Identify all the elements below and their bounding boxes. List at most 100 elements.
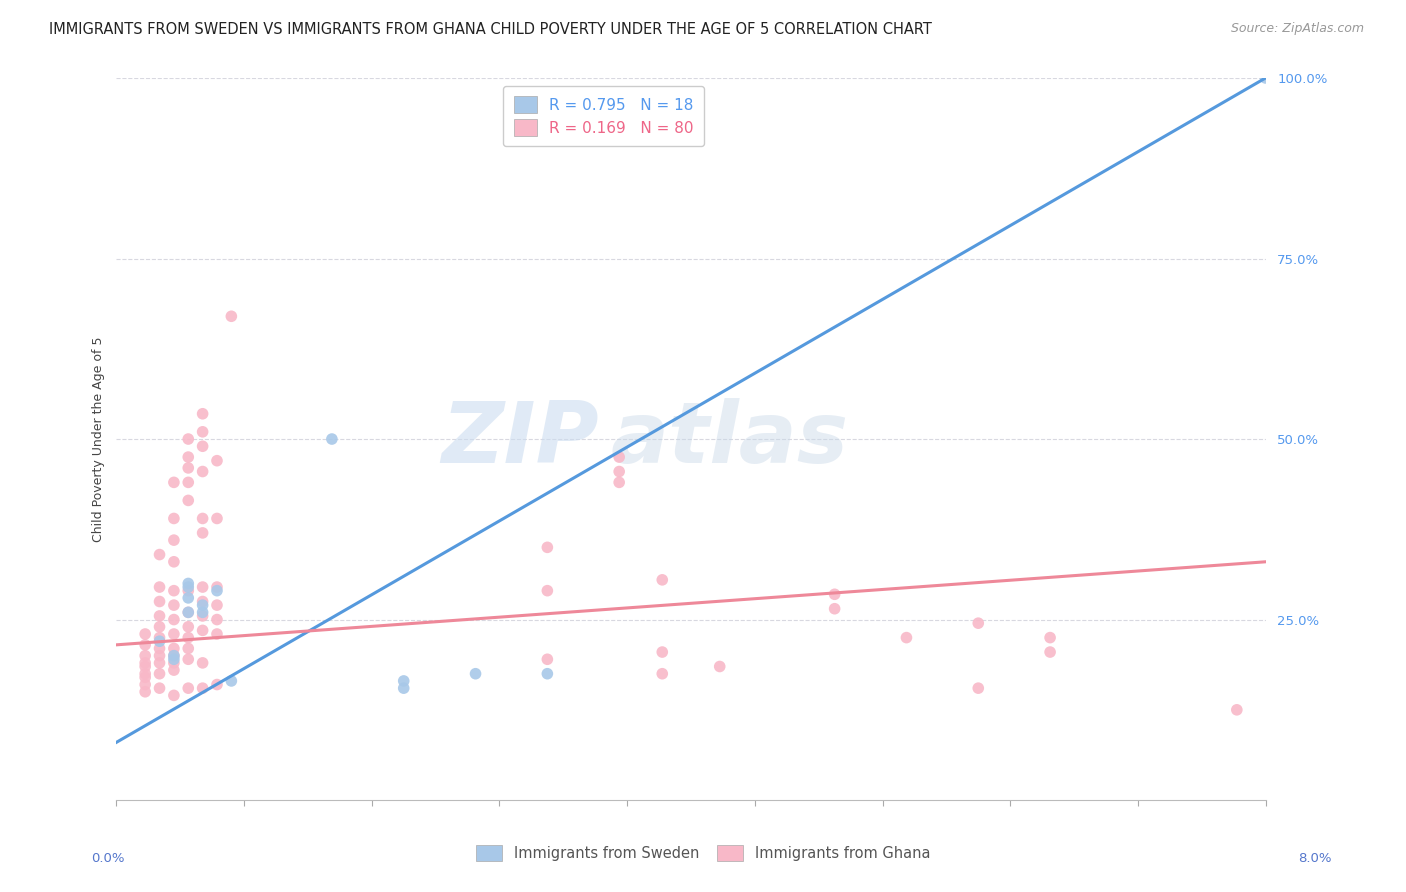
Point	[177, 493, 200, 508]
Point	[191, 681, 214, 695]
Point	[191, 525, 214, 540]
Point	[607, 450, 630, 464]
Point	[177, 641, 200, 656]
Text: Source: ZipAtlas.com: Source: ZipAtlas.com	[1230, 22, 1364, 36]
Point	[205, 583, 228, 598]
Point	[191, 594, 214, 608]
Point	[191, 425, 214, 439]
Point	[205, 453, 228, 467]
Point	[191, 439, 214, 453]
Point	[163, 511, 186, 525]
Point	[177, 432, 200, 446]
Point	[148, 620, 170, 634]
Point	[148, 631, 170, 645]
Point	[163, 583, 186, 598]
Point	[163, 641, 186, 656]
Point	[191, 598, 214, 612]
Point	[651, 645, 673, 659]
Point	[896, 631, 918, 645]
Point	[824, 587, 846, 601]
Point	[163, 648, 186, 663]
Point	[205, 613, 228, 627]
Point	[163, 555, 186, 569]
Point	[536, 583, 558, 598]
Point	[191, 580, 214, 594]
Point	[148, 648, 170, 663]
Point	[134, 656, 156, 670]
Point	[1254, 70, 1277, 85]
Point	[163, 689, 186, 703]
Point	[321, 432, 343, 446]
Y-axis label: Child Poverty Under the Age of 5: Child Poverty Under the Age of 5	[93, 336, 105, 541]
Point	[177, 652, 200, 666]
Point	[134, 666, 156, 681]
Text: 0.0%: 0.0%	[91, 852, 125, 865]
Point	[221, 310, 243, 324]
Point	[967, 616, 990, 631]
Point	[221, 673, 243, 688]
Point	[177, 475, 200, 490]
Point	[134, 670, 156, 684]
Point	[163, 533, 186, 548]
Point	[163, 475, 186, 490]
Point	[148, 609, 170, 624]
Point	[163, 652, 186, 666]
Point	[1326, 70, 1348, 85]
Point	[177, 631, 200, 645]
Point	[205, 580, 228, 594]
Point	[651, 573, 673, 587]
Point	[177, 681, 200, 695]
Point	[191, 656, 214, 670]
Point	[163, 613, 186, 627]
Point	[205, 627, 228, 641]
Point	[205, 511, 228, 525]
Point	[536, 666, 558, 681]
Point	[148, 656, 170, 670]
Point	[163, 656, 186, 670]
Point	[191, 624, 214, 638]
Point	[163, 627, 186, 641]
Point	[148, 641, 170, 656]
Point	[177, 450, 200, 464]
Legend: Immigrants from Sweden, Immigrants from Ghana: Immigrants from Sweden, Immigrants from …	[470, 839, 936, 867]
Point	[191, 605, 214, 619]
Text: IMMIGRANTS FROM SWEDEN VS IMMIGRANTS FROM GHANA CHILD POVERTY UNDER THE AGE OF 5: IMMIGRANTS FROM SWEDEN VS IMMIGRANTS FRO…	[49, 22, 932, 37]
Point	[824, 601, 846, 615]
Point	[607, 475, 630, 490]
Point	[177, 580, 200, 594]
Point	[148, 594, 170, 608]
Point	[148, 681, 170, 695]
Point	[651, 666, 673, 681]
Point	[177, 605, 200, 619]
Point	[1039, 645, 1062, 659]
Point	[177, 576, 200, 591]
Point	[134, 677, 156, 691]
Point	[1226, 703, 1249, 717]
Point	[607, 465, 630, 479]
Point	[177, 591, 200, 605]
Point	[134, 648, 156, 663]
Point	[392, 681, 415, 695]
Point	[191, 407, 214, 421]
Text: ZIP: ZIP	[441, 398, 599, 481]
Point	[392, 673, 415, 688]
Point	[536, 541, 558, 555]
Point	[148, 666, 170, 681]
Point	[148, 548, 170, 562]
Point	[191, 465, 214, 479]
Point	[134, 659, 156, 673]
Point	[177, 461, 200, 475]
Point	[205, 677, 228, 691]
Point	[191, 609, 214, 624]
Point	[177, 605, 200, 619]
Point	[148, 634, 170, 648]
Legend: R = 0.795   N = 18, R = 0.169   N = 80: R = 0.795 N = 18, R = 0.169 N = 80	[503, 86, 704, 146]
Point	[163, 663, 186, 677]
Point	[536, 652, 558, 666]
Point	[464, 666, 486, 681]
Point	[163, 648, 186, 663]
Point	[134, 638, 156, 652]
Text: atlas: atlas	[610, 398, 849, 481]
Point	[709, 659, 731, 673]
Point	[148, 580, 170, 594]
